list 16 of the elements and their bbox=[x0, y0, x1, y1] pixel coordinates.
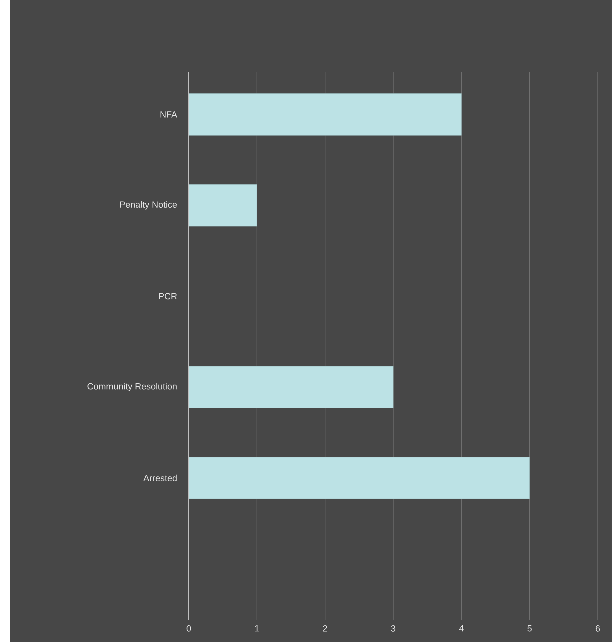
x-tick-label: 3 bbox=[391, 626, 396, 632]
bar bbox=[189, 457, 530, 500]
bar bbox=[189, 366, 394, 408]
bar bbox=[189, 94, 462, 136]
x-tick-label: 2 bbox=[323, 626, 328, 632]
x-tick-label: 5 bbox=[528, 626, 532, 632]
x-tick-label: 4 bbox=[459, 626, 464, 632]
x-tick-label: 6 bbox=[596, 626, 600, 632]
y-tick-label: Community Resolution bbox=[88, 383, 177, 392]
x-tick-label: 1 bbox=[255, 626, 260, 632]
x-tick-label: 0 bbox=[186, 626, 192, 632]
y-tick-label: Penalty Notice bbox=[120, 201, 178, 210]
y-tick-label: PCR bbox=[159, 293, 178, 300]
y-tick-label: NFA bbox=[160, 112, 178, 118]
bar bbox=[189, 184, 258, 227]
y-tick-label: Arrested bbox=[144, 474, 177, 482]
